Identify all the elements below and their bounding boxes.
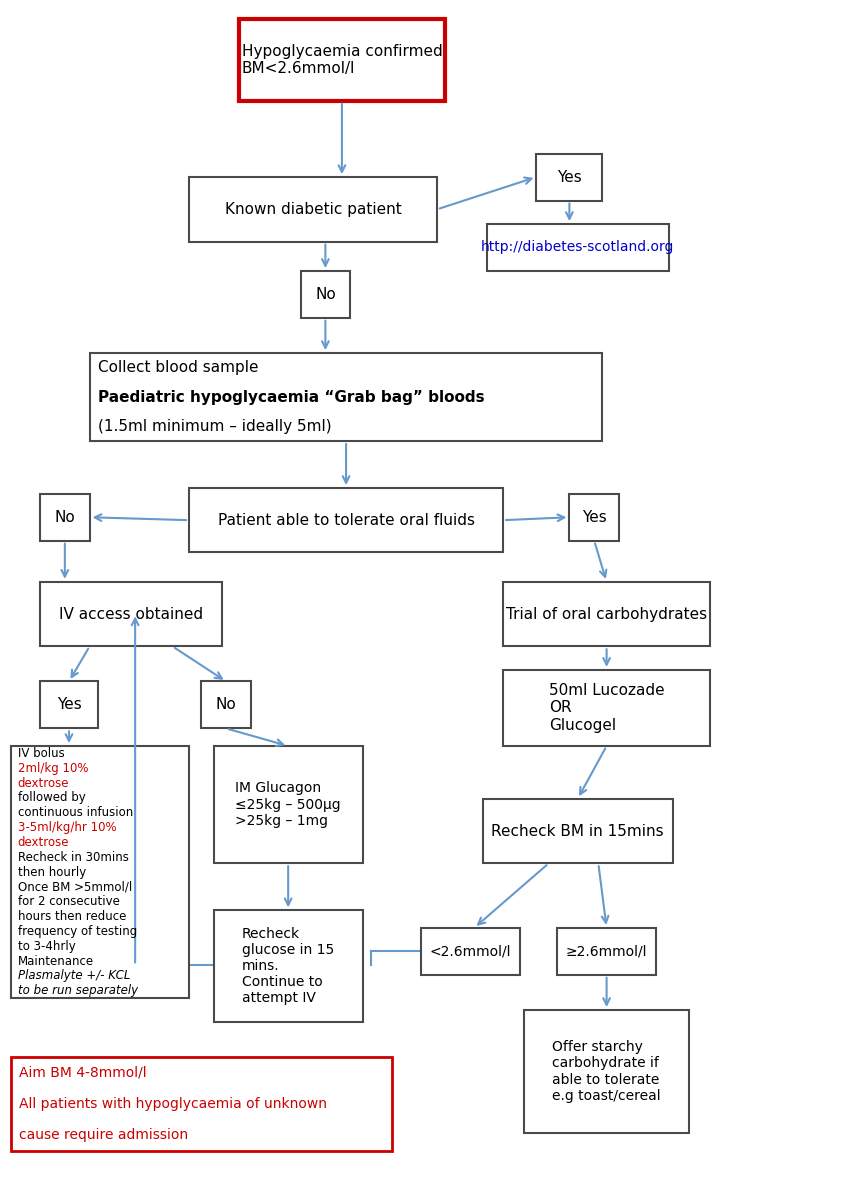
- Text: IM Glucagon
≤25kg – 500μg
>25kg – 1mg: IM Glucagon ≤25kg – 500μg >25kg – 1mg: [235, 781, 341, 827]
- Text: Patient able to tolerate oral fluids: Patient able to tolerate oral fluids: [218, 513, 474, 528]
- Text: to be run separately: to be run separately: [18, 984, 138, 997]
- Text: 3-5ml/kg/hr 10%: 3-5ml/kg/hr 10%: [18, 821, 116, 834]
- Text: Recheck BM in 15mins: Recheck BM in 15mins: [491, 824, 664, 838]
- FancyBboxPatch shape: [557, 928, 656, 975]
- FancyBboxPatch shape: [503, 582, 710, 646]
- FancyBboxPatch shape: [214, 745, 362, 863]
- FancyBboxPatch shape: [40, 494, 90, 541]
- FancyBboxPatch shape: [214, 910, 362, 1022]
- Text: No: No: [216, 698, 236, 712]
- FancyBboxPatch shape: [40, 681, 98, 729]
- FancyBboxPatch shape: [487, 224, 669, 271]
- Text: frequency of testing: frequency of testing: [18, 925, 137, 938]
- Text: continuous infusion: continuous infusion: [18, 806, 133, 819]
- Text: Recheck in 30mins: Recheck in 30mins: [18, 851, 129, 864]
- Text: (1.5ml minimum – ideally 5ml): (1.5ml minimum – ideally 5ml): [98, 419, 331, 433]
- FancyBboxPatch shape: [189, 177, 437, 242]
- FancyBboxPatch shape: [11, 1056, 392, 1150]
- Text: 2ml/kg 10%: 2ml/kg 10%: [18, 762, 88, 775]
- Text: Known diabetic patient: Known diabetic patient: [225, 202, 401, 217]
- Text: dextrose: dextrose: [18, 776, 69, 789]
- FancyBboxPatch shape: [11, 745, 189, 998]
- Text: Yes: Yes: [56, 698, 82, 712]
- Text: Yes: Yes: [582, 509, 606, 525]
- Text: hours then reduce: hours then reduce: [18, 910, 126, 923]
- Text: ≥2.6mmol/l: ≥2.6mmol/l: [566, 945, 648, 958]
- FancyBboxPatch shape: [503, 669, 710, 745]
- Text: Trial of oral carbohydrates: Trial of oral carbohydrates: [506, 607, 707, 622]
- Text: Collect blood sample: Collect blood sample: [98, 360, 258, 375]
- FancyBboxPatch shape: [239, 19, 446, 101]
- FancyBboxPatch shape: [201, 681, 251, 729]
- FancyBboxPatch shape: [300, 271, 350, 318]
- Text: to 3-4hrly: to 3-4hrly: [18, 940, 76, 953]
- Text: Maintenance: Maintenance: [18, 954, 94, 967]
- Text: Once BM >5mmol/l: Once BM >5mmol/l: [18, 881, 132, 894]
- Text: All patients with hypoglycaemia of unknown: All patients with hypoglycaemia of unkno…: [19, 1097, 327, 1111]
- Text: IV access obtained: IV access obtained: [59, 607, 203, 622]
- Text: <2.6mmol/l: <2.6mmol/l: [430, 945, 510, 958]
- Text: No: No: [55, 509, 75, 525]
- Text: No: No: [315, 287, 336, 301]
- FancyBboxPatch shape: [537, 153, 602, 201]
- Text: Yes: Yes: [557, 170, 582, 184]
- Text: then hourly: then hourly: [18, 865, 86, 878]
- Text: dextrose: dextrose: [18, 836, 69, 849]
- Text: Plasmalyte +/- KCL: Plasmalyte +/- KCL: [18, 970, 130, 983]
- Text: cause require admission: cause require admission: [19, 1128, 188, 1142]
- Text: Aim BM 4-8mmol/l: Aim BM 4-8mmol/l: [19, 1066, 147, 1079]
- Text: Recheck
glucose in 15
mins.
Continue to
attempt IV: Recheck glucose in 15 mins. Continue to …: [242, 927, 334, 1005]
- Text: for 2 consecutive: for 2 consecutive: [18, 895, 119, 908]
- Text: http://diabetes-scotland.org: http://diabetes-scotland.org: [481, 241, 674, 254]
- FancyBboxPatch shape: [483, 799, 673, 863]
- FancyBboxPatch shape: [90, 353, 602, 442]
- FancyBboxPatch shape: [420, 928, 520, 975]
- FancyBboxPatch shape: [569, 494, 619, 541]
- Text: Paediatric hypoglycaemia “Grab bag” bloods: Paediatric hypoglycaemia “Grab bag” bloo…: [98, 389, 484, 405]
- Text: Hypoglycaemia confirmed
BM<2.6mmol/l: Hypoglycaemia confirmed BM<2.6mmol/l: [241, 44, 442, 76]
- FancyBboxPatch shape: [524, 1010, 690, 1134]
- Text: IV bolus: IV bolus: [18, 747, 65, 760]
- FancyBboxPatch shape: [40, 582, 222, 646]
- Text: Offer starchy
carbohydrate if
able to tolerate
e.g toast/cereal: Offer starchy carbohydrate if able to to…: [553, 1040, 661, 1103]
- Text: 50ml Lucozade
OR
Glucogel: 50ml Lucozade OR Glucogel: [549, 683, 664, 732]
- FancyBboxPatch shape: [189, 488, 503, 552]
- Text: followed by: followed by: [18, 792, 86, 805]
